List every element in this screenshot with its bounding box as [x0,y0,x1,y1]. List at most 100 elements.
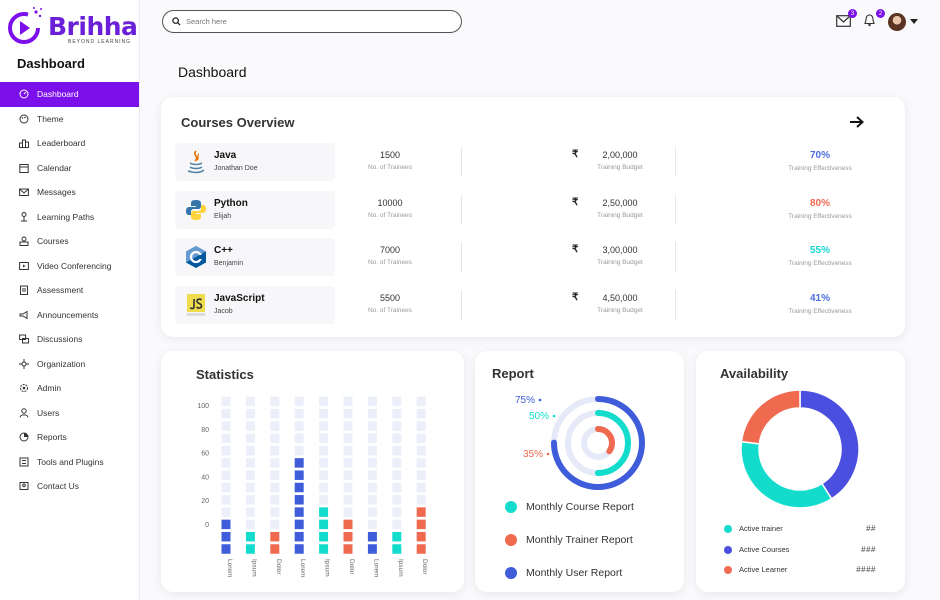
search-bar[interactable] [162,10,462,33]
availability-card: Availability Active trainer ## Active Cour… [696,351,905,592]
donut-slice [740,440,833,509]
bar-track [221,433,231,444]
bar-track [319,433,329,444]
effectiveness-cell: 80% Training Effectiveness [775,191,865,229]
bar-track [245,482,255,493]
cpp-icon [185,245,207,269]
trainees-cell: 1500 No. of Trainees [335,143,445,181]
x-tick-label: Dolor [275,559,282,575]
courses-overview-card: Courses Overview Java Jonathan Doe 1500 No.… [161,97,905,337]
courses-icon [18,236,29,247]
effectiveness-label: Training Effectiveness [788,260,852,267]
search-input[interactable] [186,17,436,26]
sidebar-item-organization[interactable]: Organization [0,352,139,377]
bar-segment [416,519,426,530]
bar-track [270,433,280,444]
donut-slice [740,389,801,445]
user-icon [18,408,29,418]
bar-segment [294,531,304,542]
sidebar-item-admin[interactable]: Admin [0,376,139,401]
bar-segment [294,544,304,554]
bar-segment [294,482,304,493]
report-legend-item[interactable]: Monthly Course Report [505,501,634,513]
bar-track [270,519,280,530]
bar-track [245,433,255,444]
legend-dot [724,566,732,574]
bar-track [367,421,377,431]
effectiveness-label: Training Effectiveness [788,165,852,172]
bar-track [367,408,377,419]
radial-value-label: 75% [515,395,535,406]
sidebar-item-discussions[interactable]: Discussions [0,327,139,352]
sidebar-item-video-conferencing[interactable]: Video Conferencing [0,254,139,279]
y-tick-label: 40 [201,474,209,481]
divider [675,195,676,225]
sidebar-item-calendar[interactable]: Calendar [0,156,139,181]
course-name: JavaScript [214,293,265,304]
messages-button[interactable]: 3 [836,9,857,28]
bar-track [367,458,377,468]
currency-symbol: ₹ [572,149,579,160]
bar-segment [294,458,304,468]
bar-track [343,495,353,505]
brand-logo[interactable]: Brihha BEYOND LEARNING [8,4,138,46]
x-tick-label: Ipsum [250,559,257,577]
chevron-down-icon[interactable] [910,19,918,24]
course-row[interactable]: Python Elijah 10000 No. of Trainees ₹2,50,00… [175,191,891,229]
sidebar-item-leaderboard[interactable]: Leaderboard [0,131,139,156]
bar-track [221,495,231,505]
report-legend-item[interactable]: Monthly User Report [505,567,622,579]
availability-legend-item[interactable]: Active Courses ### [724,543,884,557]
bar-segment [221,531,231,542]
bar-track [245,421,255,431]
bar-track [343,433,353,444]
sidebar-item-label: Discussions [37,334,83,345]
sidebar-item-tools-and-plugins[interactable]: Tools and Plugins [0,450,139,475]
sidebar-item-reports[interactable]: Reports [0,425,139,450]
avatar[interactable] [888,13,906,31]
arrow-right-icon[interactable] [849,115,865,129]
sidebar-item-learning-paths[interactable]: Learning Paths [0,205,139,230]
availability-legend-item[interactable]: Active trainer ## [724,522,884,536]
sidebar-item-label: Announcements [37,309,99,320]
sidebar-item-assessment[interactable]: Assessment [0,278,139,303]
bar-track [319,421,329,431]
legend-dot [505,534,517,546]
sidebar-item-label: Organization [37,358,86,369]
sidebar-item-announcements[interactable]: Announcements [0,303,139,328]
radial-arc [565,410,631,476]
bell-icon [864,14,875,27]
sidebar-item-messages[interactable]: Messages [0,180,139,205]
sidebar-item-label: Messages [37,187,76,198]
course-row[interactable]: JavaScript Jacob 5500 No. of Trainees ₹4,50,… [175,286,891,324]
availability-legend-item[interactable]: Active Learner #### [724,563,884,577]
bar-track [270,458,280,468]
course-row[interactable]: Java Jonathan Doe 1500 No. of Trainees ₹2,00… [175,143,891,181]
bar-track [392,445,402,456]
sidebar-item-dashboard[interactable]: Dashboard [0,82,139,107]
sidebar-item-courses[interactable]: Courses [0,229,139,254]
legend-label: Monthly Course Report [526,501,634,513]
legend-label: Monthly User Report [526,567,623,579]
contact-icon [18,481,29,491]
availability-title: Availability [720,366,789,381]
course-row[interactable]: C++ Benjamin 7000 No. of Trainees ₹3,00,000 T… [175,238,891,276]
budget-label: Training Budget [597,164,643,171]
effectiveness-label: Training Effectiveness [788,213,852,220]
radial-value-label: 50% [529,411,549,422]
courses-overview-title: Courses Overview [181,115,295,130]
notifications-button[interactable]: 2 [864,9,885,28]
bar-segment [343,544,353,554]
sidebar-item-theme[interactable]: Theme [0,107,139,132]
sidebar-item-users[interactable]: Users [0,401,139,426]
javascript-icon [185,293,207,317]
bar-segment [319,507,329,517]
sidebar-item-label: Assessment [37,285,84,296]
effectiveness-value: 41% [809,293,830,304]
effectiveness-cell: 41% Training Effectiveness [775,286,865,324]
course-name: C++ [214,245,233,256]
legend-label: Active Learner [739,565,788,574]
sidebar-item-contact-us[interactable]: Contact Us [0,474,139,499]
report-legend-item[interactable]: Monthly Trainer Report [505,534,633,546]
bar-track [392,458,402,468]
